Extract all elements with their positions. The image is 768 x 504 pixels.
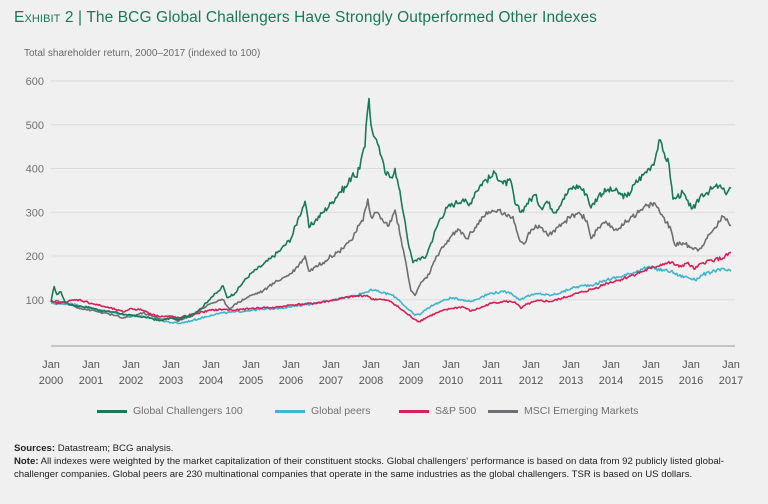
x-tick: Jan 2003 — [159, 359, 183, 387]
x-tick-year: 2008 — [359, 375, 383, 387]
x-tick: Jan 2011 — [479, 359, 503, 387]
y-tick-label: 200 — [26, 251, 44, 263]
x-tick-month: Jan — [162, 359, 180, 371]
x-tick-month: Jan — [562, 359, 580, 371]
x-tick: Jan 2004 — [199, 359, 223, 387]
legend-swatch — [399, 409, 429, 413]
x-tick: Jan 2016 — [679, 359, 703, 387]
x-tick-month: Jan — [482, 359, 500, 371]
x-tick: Jan 2014 — [599, 359, 623, 387]
legend-swatch — [97, 409, 127, 413]
x-tick-month: Jan — [202, 359, 220, 371]
legend-label: Global peers — [311, 405, 371, 417]
footnotes: Sources: Datastream; BCG analysis. Note:… — [14, 442, 754, 482]
x-tick: Jan 2012 — [519, 359, 543, 387]
x-tick-year: 2000 — [39, 375, 63, 387]
x-tick-month: Jan — [122, 359, 140, 371]
exhibit-title: Exhibit 2 | The BCG Global Challengers H… — [14, 9, 597, 27]
series-line-global-challengers-100 — [50, 97, 732, 322]
x-tick-year: 2017 — [719, 375, 743, 387]
x-tick-year: 2010 — [439, 375, 463, 387]
x-tick-month: Jan — [322, 359, 340, 371]
x-tick-month: Jan — [282, 359, 300, 371]
y-tick-label: 600 — [26, 76, 44, 88]
sources-text: Datastream; BCG analysis. — [55, 443, 174, 454]
title-separator: | — [78, 9, 83, 26]
y-axis-ticks: 100 200 300 400 500 600 — [26, 76, 44, 307]
legend-swatch — [488, 409, 518, 413]
x-tick-year: 2007 — [319, 375, 343, 387]
x-tick-year: 2016 — [679, 375, 703, 387]
note-label: Note: — [14, 456, 39, 468]
note-text: All indexes were weighted by the market … — [14, 456, 724, 481]
x-tick-year: 2002 — [119, 375, 143, 387]
line-chart: 100 200 300 400 500 600 Jan 2000 Jan 2001 Jan 2002… — [26, 76, 744, 387]
x-tick-month: Jan — [442, 359, 460, 371]
legend-label: S&P 500 — [435, 405, 477, 417]
x-tick-year: 2001 — [79, 375, 103, 387]
x-tick: Jan 2000 — [39, 359, 63, 387]
series-line-msci-emerging-markets — [50, 198, 732, 322]
legend-item: Global peers — [275, 405, 371, 417]
x-tick-month: Jan — [42, 359, 60, 371]
x-tick-year: 2003 — [159, 375, 183, 387]
y-tick-label: 500 — [26, 120, 44, 132]
legend-label: Global Challengers 100 — [133, 405, 243, 417]
legend-item: Global Challengers 100 — [97, 405, 243, 417]
x-tick: Jan 2005 — [239, 359, 263, 387]
x-tick-month: Jan — [642, 359, 660, 371]
x-tick-year: 2009 — [399, 375, 423, 387]
x-tick: Jan 2017 — [719, 359, 743, 387]
x-tick-month: Jan — [602, 359, 620, 371]
x-tick-month: Jan — [522, 359, 540, 371]
x-tick-year: 2011 — [479, 375, 503, 387]
sources-line: Sources: Datastream; BCG analysis. — [14, 442, 754, 455]
x-tick-year: 2015 — [639, 375, 663, 387]
x-tick: Jan 2001 — [79, 359, 103, 387]
x-tick: Jan 2010 — [439, 359, 463, 387]
x-tick: Jan 2009 — [399, 359, 423, 387]
legend-item: S&P 500 — [399, 405, 476, 417]
x-tick-year: 2006 — [279, 375, 303, 387]
x-tick: Jan 2015 — [639, 359, 663, 387]
x-tick: Jan 2006 — [279, 359, 303, 387]
x-axis-ticks: Jan 2000 Jan 2001 Jan 2002 Jan 2003 Jan 2004 Jan 20… — [39, 359, 743, 387]
chart-legend: Global Challengers 100 Global peers S&P 50… — [0, 405, 768, 419]
sources-label: Sources: — [14, 443, 56, 454]
y-tick-label: 400 — [26, 164, 44, 176]
x-tick-year: 2004 — [199, 375, 223, 387]
x-tick-month: Jan — [82, 359, 100, 371]
x-tick-year: 2005 — [239, 375, 263, 387]
x-tick-year: 2012 — [519, 375, 543, 387]
series-line-s-p-500 — [50, 251, 731, 323]
x-tick: Jan 2002 — [119, 359, 143, 387]
chart-title: The BCG Global Challengers Have Strongly… — [86, 9, 598, 26]
x-tick-year: 2014 — [599, 375, 623, 387]
x-tick-month: Jan — [402, 359, 420, 371]
x-tick: Jan 2007 — [319, 359, 343, 387]
legend-item: MSCI Emerging Markets — [488, 405, 638, 417]
x-tick-month: Jan — [682, 359, 700, 371]
legend-swatch — [275, 409, 305, 413]
series-lines — [50, 97, 732, 325]
x-tick: Jan 2013 — [559, 359, 583, 387]
x-tick: Jan 2008 — [359, 359, 383, 387]
legend-label: MSCI Emerging Markets — [524, 405, 639, 417]
x-tick-month: Jan — [242, 359, 260, 371]
series-line-global-peers — [50, 265, 732, 325]
note-line: Note: All indexes were weighted by the m… — [14, 455, 754, 481]
chart-subtitle: Total shareholder return, 2000–2017 (ind… — [24, 48, 261, 59]
y-tick-label: 300 — [26, 207, 44, 219]
y-tick-label: 100 — [26, 295, 44, 307]
exhibit-label: Exhibit 2 — [14, 9, 74, 26]
gridlines — [51, 80, 735, 301]
x-tick-month: Jan — [362, 359, 380, 371]
x-tick-year: 2013 — [559, 375, 583, 387]
x-tick-month: Jan — [722, 359, 740, 371]
